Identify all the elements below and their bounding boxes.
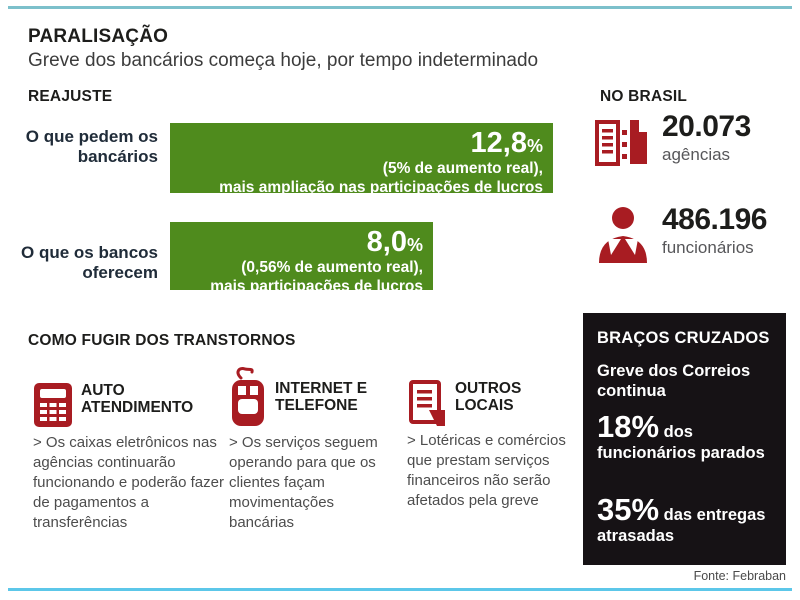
source-credit: Fonte: Febraban bbox=[693, 569, 786, 583]
bracos-cruzados-box: BRAÇOS CRUZADOS Greve dos Correios conti… bbox=[583, 313, 786, 565]
bank-branch-icon bbox=[595, 120, 647, 166]
section-heading-transtornos: COMO FUGIR DOS TRANSTORNOS bbox=[28, 332, 296, 349]
stat-value: 18% bbox=[597, 409, 660, 445]
column-internet-telefone: INTERNET E TELEFONE > Os serviços seguem… bbox=[229, 366, 399, 533]
bar-category-label: O que pedem os bancários bbox=[25, 127, 158, 167]
bar-note-1: (5% de aumento real), bbox=[382, 160, 543, 177]
stat-label: agências bbox=[662, 145, 731, 164]
box-stat: 18% dos funcionários parados bbox=[597, 409, 772, 464]
column-title: AUTO ATENDIMENTO bbox=[81, 382, 194, 417]
column-header: AUTO ATENDIMENTO bbox=[33, 382, 231, 428]
atm-calculator-icon bbox=[34, 383, 72, 427]
bar-note-2: mais participações de lucros bbox=[210, 278, 423, 296]
stat-label: funcionários bbox=[662, 238, 754, 257]
employee-icon bbox=[599, 207, 647, 263]
stat-label: dos funcionários parados bbox=[597, 423, 765, 463]
bar-value: 12,8% bbox=[470, 127, 543, 159]
bar-note-1: (0,56% de aumento real), bbox=[241, 259, 423, 276]
bar-category-label: O que os bancos oferecem bbox=[21, 243, 158, 283]
bar-bancarios: 12,8% (5% de aumento real), mais ampliaç… bbox=[170, 123, 553, 197]
bar-bancos: 8,0% (0,56% de aumento real), mais parti… bbox=[170, 222, 433, 295]
column-outros-locais: OUTROS LOCAIS > Lotéricas e comércios qu… bbox=[407, 380, 579, 511]
stat-value: 35% bbox=[597, 491, 660, 527]
document-icon bbox=[409, 380, 445, 426]
column-title: INTERNET E TELEFONE bbox=[275, 380, 368, 415]
bar-note-2: mais ampliação nas participações de lucr… bbox=[219, 179, 543, 197]
stat-label: das entregas atrasadas bbox=[597, 505, 766, 545]
page-subtitle: Greve dos bancários começa hoje, por tem… bbox=[28, 50, 539, 71]
column-text: > Os caixas eletrônicos nas agências con… bbox=[33, 434, 224, 531]
column-header: OUTROS LOCAIS bbox=[407, 380, 579, 426]
column-title: OUTROS LOCAIS bbox=[455, 380, 522, 415]
section-heading-no-brasil: NO BRASIL bbox=[600, 88, 688, 105]
column-auto-atendimento: AUTO ATENDIMENTO > Os caixas eletrônicos… bbox=[33, 382, 231, 533]
box-heading: BRAÇOS CRUZADOS bbox=[597, 329, 770, 347]
box-stat: 35% das entregas atrasadas bbox=[597, 491, 772, 547]
bottom-divider-line bbox=[8, 588, 792, 591]
computer-mouse-icon bbox=[232, 367, 264, 426]
column-text: > Os serviços seguem operando para que o… bbox=[229, 434, 378, 531]
bar-value: 8,0% bbox=[366, 226, 423, 258]
column-header: INTERNET E TELEFONE bbox=[229, 366, 399, 428]
section-heading-reajuste: REAJUSTE bbox=[28, 88, 113, 105]
stat-value: 486.196 bbox=[662, 203, 767, 236]
box-subheading: Greve dos Correios continua bbox=[597, 362, 751, 401]
stat-value: 20.073 bbox=[662, 110, 751, 143]
column-text: > Lotéricas e comércios que prestam serv… bbox=[407, 432, 566, 509]
stat-agencias: 20.073 agências bbox=[594, 112, 751, 170]
stat-text: 486.196 funcionários bbox=[662, 205, 767, 258]
page-title: PARALISAÇÃO bbox=[28, 26, 169, 47]
stat-funcionarios: 486.196 funcionários bbox=[596, 205, 767, 265]
top-divider-line bbox=[8, 6, 792, 9]
stat-text: 20.073 agências bbox=[662, 112, 751, 165]
